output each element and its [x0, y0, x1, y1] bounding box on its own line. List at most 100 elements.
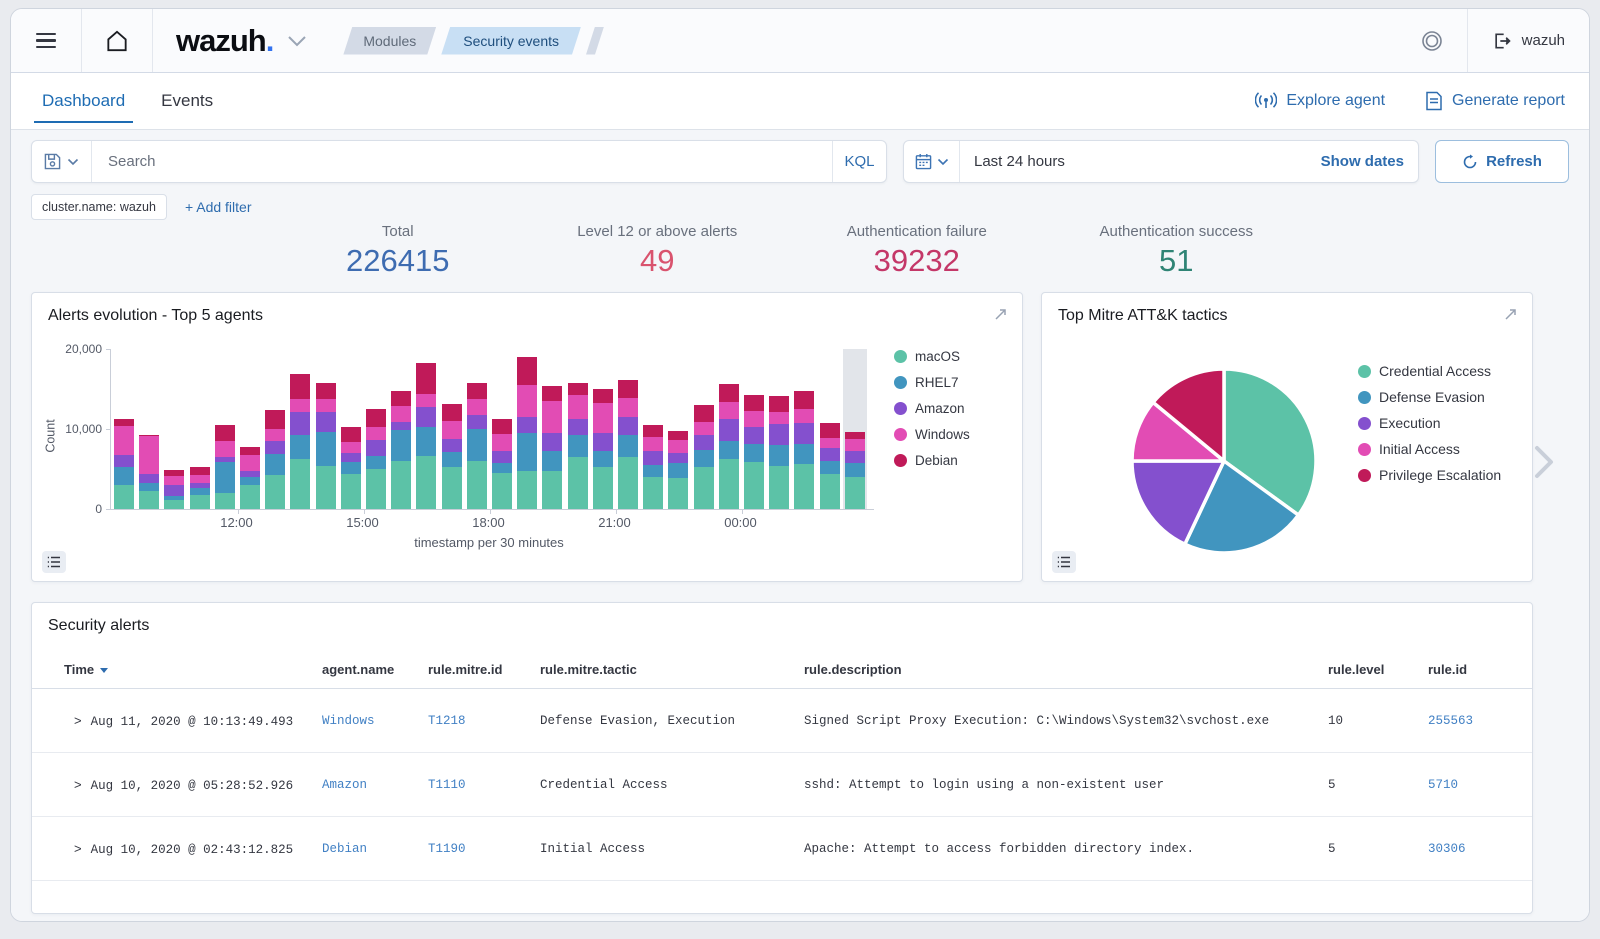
legend-item-Defense Evasion[interactable]: Defense Evasion: [1358, 389, 1501, 405]
legend-item-Initial Access[interactable]: Initial Access: [1358, 441, 1501, 457]
stacked-bar[interactable]: [618, 380, 638, 509]
bar-segment-Debian: [366, 409, 386, 428]
stacked-bar[interactable]: [416, 362, 437, 509]
legend-item-macOS[interactable]: macOS: [894, 349, 970, 364]
expand-icon[interactable]: [993, 307, 1008, 322]
stacked-bar[interactable]: [643, 425, 664, 509]
expand-row-icon[interactable]: >: [74, 840, 82, 856]
stacked-bar[interactable]: [718, 384, 739, 509]
column-header-rule.id[interactable]: rule.id: [1428, 651, 1532, 689]
stacked-bar[interactable]: [214, 425, 235, 509]
stacked-bar[interactable]: [744, 394, 764, 509]
time-cell: > Aug 10, 2020 @ 02:43:12.825: [32, 816, 322, 881]
wazuh-logo[interactable]: wazuh.: [153, 23, 317, 59]
mitre-id-cell[interactable]: T1190: [428, 816, 540, 881]
health-check-button[interactable]: [1397, 9, 1467, 72]
inspect-button[interactable]: [42, 551, 66, 573]
legend-label: Credential Access: [1379, 363, 1492, 379]
column-header-rule.mitre.id[interactable]: rule.mitre.id: [428, 651, 540, 689]
stacked-bar[interactable]: [769, 396, 790, 509]
stacked-bar[interactable]: [114, 419, 134, 509]
generate-report-button[interactable]: Generate report: [1425, 91, 1565, 111]
list-icon: [1057, 556, 1070, 568]
stacked-bar[interactable]: [844, 432, 865, 509]
rule-description-cell: Signed Script Proxy Execution: C:\Window…: [804, 688, 1328, 753]
breadcrumb-modules[interactable]: Modules: [343, 27, 436, 55]
agent-name-cell[interactable]: Amazon: [322, 752, 428, 817]
rule-id-cell[interactable]: 5710: [1428, 752, 1532, 817]
search-input[interactable]: Search: [108, 153, 156, 170]
calendar-button[interactable]: [904, 141, 960, 182]
expand-icon[interactable]: [1503, 307, 1518, 322]
stacked-bar[interactable]: [567, 382, 588, 509]
stacked-bar[interactable]: [290, 373, 311, 509]
bar-segment-Amazon: [567, 418, 588, 435]
pie-slice-Credential Access[interactable]: [1222, 367, 1318, 517]
tab-events[interactable]: Events: [161, 91, 214, 110]
inspect-button[interactable]: [1052, 551, 1076, 573]
refresh-button[interactable]: Refresh: [1435, 140, 1569, 183]
expand-panel-chevron[interactable]: [1531, 442, 1557, 482]
agent-name-cell[interactable]: Windows: [322, 688, 428, 753]
stacked-bar[interactable]: [492, 419, 512, 509]
stacked-bar[interactable]: [517, 357, 538, 509]
stacked-bar[interactable]: [542, 385, 563, 509]
legend-item-Execution[interactable]: Execution: [1358, 415, 1501, 431]
user-menu[interactable]: wazuh: [1468, 9, 1589, 72]
stacked-bar[interactable]: [391, 390, 412, 509]
column-header-rule.level[interactable]: rule.level: [1328, 651, 1428, 689]
mitre-id-cell[interactable]: T1110: [428, 752, 540, 817]
legend-item-Debian[interactable]: Debian: [894, 453, 970, 468]
stacked-bar[interactable]: [240, 446, 260, 509]
date-picker[interactable]: Last 24 hours Show dates: [903, 140, 1419, 183]
stacked-bar[interactable]: [794, 391, 815, 509]
stacked-bar[interactable]: [668, 430, 689, 509]
stacked-bar[interactable]: [693, 405, 714, 509]
tab-dashboard[interactable]: Dashboard: [33, 73, 134, 129]
filter-chip[interactable]: cluster.name: wazuh: [31, 194, 167, 220]
legend-item-Credential Access[interactable]: Credential Access: [1358, 363, 1501, 379]
add-filter-button[interactable]: + Add filter: [184, 199, 252, 215]
menu-button[interactable]: [11, 9, 81, 72]
home-button[interactable]: [82, 9, 152, 72]
legend-item-RHEL7[interactable]: RHEL7: [894, 375, 970, 390]
stat-3: Authentication success 51: [1047, 221, 1307, 285]
pie-chart[interactable]: [1124, 361, 1324, 561]
column-header-agent.name[interactable]: agent.name: [322, 651, 428, 689]
stacked-bar[interactable]: [265, 409, 286, 509]
rule-id-cell[interactable]: 255563: [1428, 688, 1532, 753]
stat-value: 39232: [873, 243, 960, 278]
hamburger-icon: [36, 32, 56, 49]
stacked-bar[interactable]: [315, 382, 336, 509]
stacked-bar[interactable]: [466, 383, 487, 509]
stacked-bar[interactable]: [340, 426, 361, 509]
rule-id-cell[interactable]: 30306: [1428, 816, 1532, 881]
pie-slice-Execution[interactable]: [1130, 459, 1226, 546]
column-header-rule.description[interactable]: rule.description: [804, 651, 1328, 689]
stacked-bar[interactable]: [164, 469, 185, 509]
saved-queries-button[interactable]: [32, 141, 92, 182]
stacked-bar[interactable]: [819, 422, 840, 509]
mitre-id-cell[interactable]: T1218: [428, 688, 540, 753]
expand-row-icon[interactable]: >: [74, 712, 82, 728]
stacked-bar[interactable]: [139, 434, 160, 509]
column-header-rule.mitre.tactic[interactable]: rule.mitre.tactic: [540, 651, 804, 689]
chevron-down-icon[interactable]: [287, 35, 307, 47]
kql-button[interactable]: KQL: [832, 141, 886, 182]
show-dates-button[interactable]: Show dates: [1320, 153, 1404, 170]
stacked-bar[interactable]: [189, 467, 210, 509]
stacked-bar[interactable]: [441, 404, 462, 509]
legend-item-Privilege Escalation[interactable]: Privilege Escalation: [1358, 467, 1501, 483]
stacked-bar[interactable]: [366, 409, 386, 509]
time-range-value[interactable]: Last 24 hours: [974, 153, 1065, 170]
pie-slice-Privilege Escalation[interactable]: [1151, 367, 1226, 463]
legend-item-Windows[interactable]: Windows: [894, 427, 970, 442]
search-bar[interactable]: Search KQL: [31, 140, 887, 183]
expand-row-icon[interactable]: >: [74, 776, 82, 792]
legend-item-Amazon[interactable]: Amazon: [894, 401, 970, 416]
breadcrumb-security-events[interactable]: Security events: [441, 27, 581, 55]
stacked-bar[interactable]: [592, 389, 613, 509]
agent-name-cell[interactable]: Debian: [322, 816, 428, 881]
column-header-Time[interactable]: Time: [32, 651, 322, 689]
explore-agent-button[interactable]: Explore agent: [1255, 92, 1385, 110]
